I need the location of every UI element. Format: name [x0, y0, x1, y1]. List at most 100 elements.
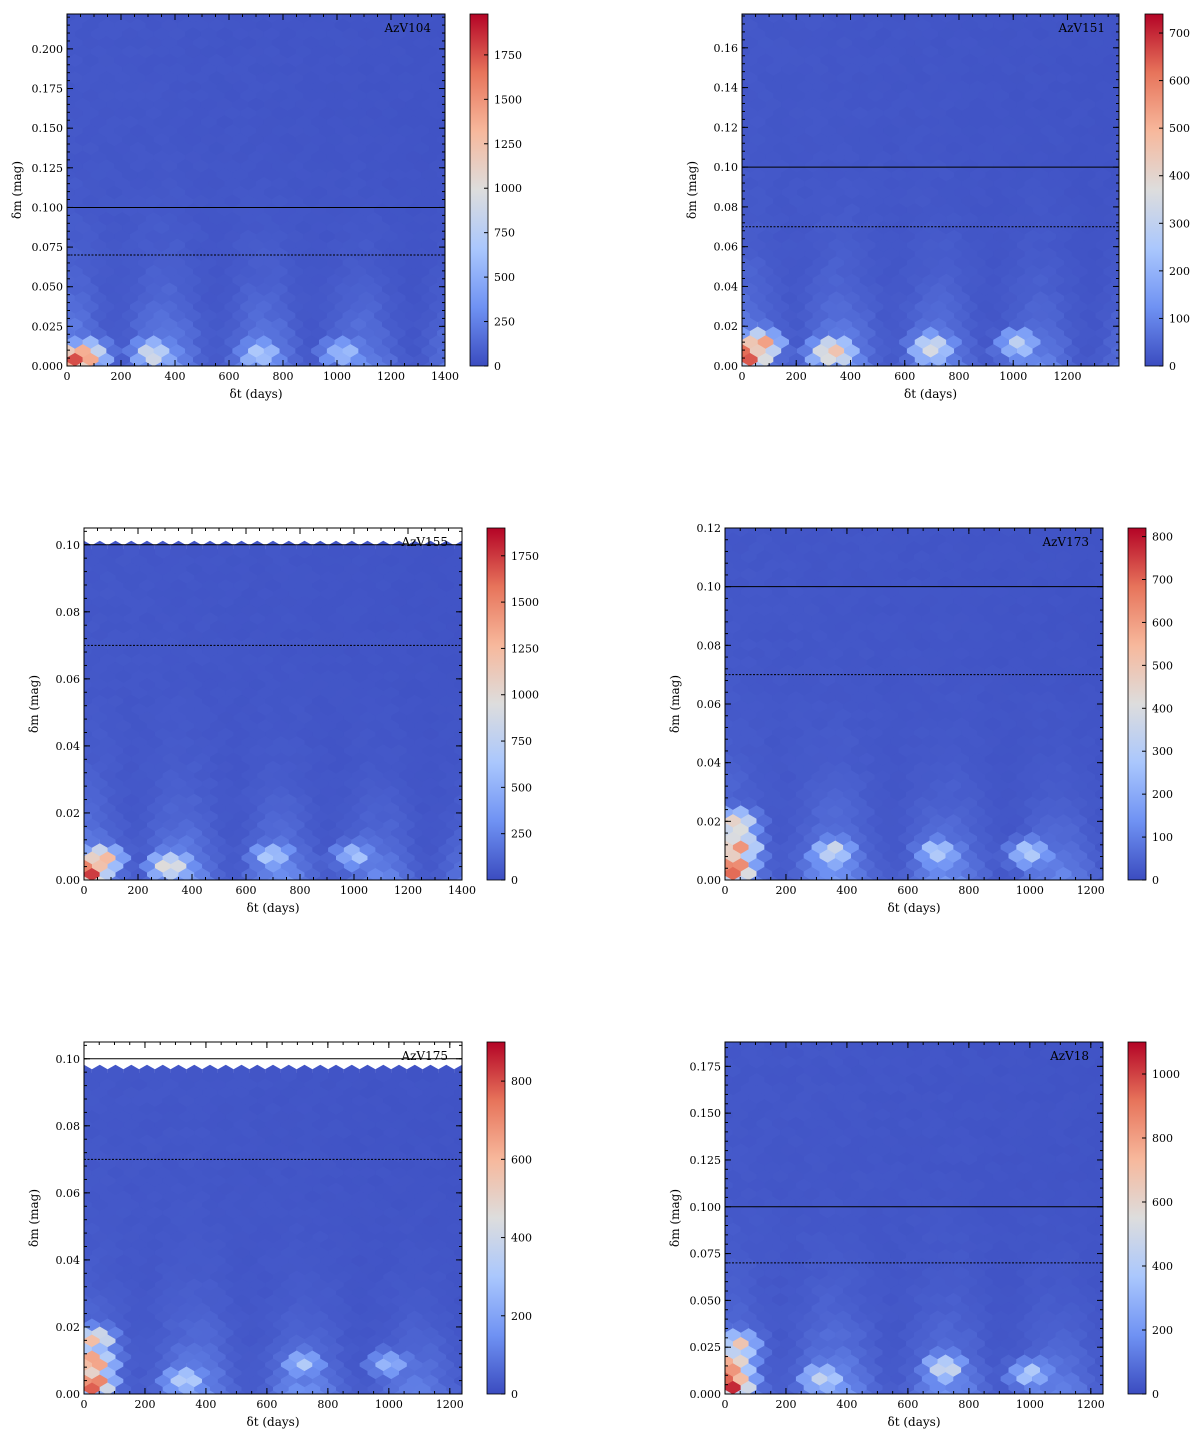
- hex-cell: [51, 260, 67, 278]
- y-tick-label: 0.025: [32, 320, 64, 333]
- hex-cell: [1103, 721, 1119, 739]
- x-tick-label: 1200: [394, 884, 422, 897]
- hex-cell: [1095, 14, 1112, 24]
- hex-cell: [726, 172, 742, 190]
- hex-cell: [1127, 40, 1143, 58]
- hex-cell: [445, 190, 461, 208]
- hex-cell: [1127, 58, 1143, 76]
- hex-cell: [90, 14, 107, 24]
- hex-cell: [43, 58, 59, 76]
- hex-cell: [969, 528, 985, 538]
- y-axis-label: δm (mag): [10, 161, 24, 219]
- x-tick-label: 400: [840, 370, 861, 383]
- hex-cell: [1111, 783, 1127, 801]
- y-tick-label: 0.16: [714, 42, 739, 55]
- hex-cell: [764, 528, 781, 538]
- hex-cell: [68, 698, 84, 716]
- hex-cell: [462, 681, 478, 699]
- hex-cell: [1016, 528, 1033, 538]
- hex-cell: [169, 14, 186, 24]
- hex-cell: [462, 582, 478, 600]
- hex-cell: [725, 528, 733, 538]
- hex-cell: [68, 714, 84, 732]
- hex-cell: [701, 783, 717, 801]
- hex-cell: [709, 616, 725, 634]
- hex-cell: [701, 853, 717, 871]
- hex-cell: [1103, 616, 1119, 634]
- hexbin-cells: [718, 14, 1143, 375]
- hex-cell: [1103, 862, 1119, 880]
- hex-cell: [1127, 357, 1143, 375]
- hex-cell: [1111, 519, 1127, 537]
- hex-cell: [1103, 545, 1119, 563]
- hex-cell: [445, 14, 461, 32]
- hex-cell: [1127, 111, 1143, 129]
- hex-cell: [709, 669, 725, 687]
- hex-cell: [200, 14, 217, 24]
- hex-cell: [1111, 836, 1127, 854]
- hex-cell: [937, 528, 954, 538]
- hex-cell: [445, 102, 461, 120]
- hex-cell: [405, 14, 422, 24]
- hex-cell: [421, 14, 438, 24]
- hex-cell: [445, 31, 461, 49]
- hex-cell: [43, 23, 59, 41]
- hex-cell: [462, 797, 478, 815]
- hex-cell: [709, 792, 725, 810]
- hex-cell: [445, 313, 461, 331]
- y-tick-label: 0.00: [56, 874, 81, 887]
- hex-cell: [709, 739, 725, 757]
- y-tick-label: 0.02: [714, 320, 739, 333]
- hex-cell: [1127, 75, 1143, 93]
- hex-cell: [74, 14, 91, 24]
- hex-cell: [68, 846, 84, 864]
- hex-cell: [709, 651, 725, 669]
- hex-cell: [1111, 677, 1127, 695]
- hex-cell: [709, 721, 725, 739]
- hex-cell: [718, 58, 734, 76]
- hex-cell: [1103, 845, 1119, 863]
- x-axis: 0 200 400 600 800 1000 1200 1400 δt (days): [64, 14, 459, 401]
- y-tick-label: 0.04: [714, 280, 739, 293]
- hex-cell: [445, 155, 461, 173]
- hex-cell: [1111, 765, 1127, 783]
- x-tick-label: 0: [739, 370, 746, 383]
- hex-cell: [828, 14, 845, 24]
- hex-cell: [51, 14, 67, 32]
- hex-cell: [1127, 251, 1143, 269]
- hex-cell: [718, 181, 734, 199]
- hex-cell: [1119, 225, 1135, 243]
- panel-title: AzV155: [400, 535, 448, 549]
- hex-cell: [780, 528, 796, 538]
- hex-cell: [445, 225, 461, 243]
- x-tick-label: 1400: [431, 370, 459, 383]
- hex-cell: [1111, 871, 1127, 889]
- x-tick-label: 800: [273, 370, 294, 383]
- plot-frame: [741, 13, 1120, 367]
- hex-cell: [1103, 598, 1119, 616]
- y-tick-label: 0.000: [32, 360, 64, 373]
- hex-cell: [891, 14, 907, 24]
- x-tick-label: 1200: [1053, 370, 1081, 383]
- x-axis-label: δt (days): [247, 901, 300, 915]
- hex-cell: [462, 747, 478, 765]
- x-tick-label: 400: [182, 884, 203, 897]
- hex-cell: [701, 660, 717, 678]
- hex-cell: [68, 582, 84, 600]
- hex-cell: [68, 830, 84, 848]
- hex-cell: [60, 838, 76, 856]
- hex-cell: [51, 172, 67, 190]
- hex-cell: [60, 706, 76, 724]
- hex-cell: [68, 632, 84, 650]
- hex-cell: [1119, 14, 1135, 32]
- colorbar-tick-label: 400: [1169, 170, 1190, 183]
- hex-cell: [263, 14, 280, 24]
- x-tick-label: 0: [81, 884, 88, 897]
- hex-cell: [462, 830, 478, 848]
- hex-cell: [726, 137, 742, 155]
- hex-cell: [1119, 102, 1135, 120]
